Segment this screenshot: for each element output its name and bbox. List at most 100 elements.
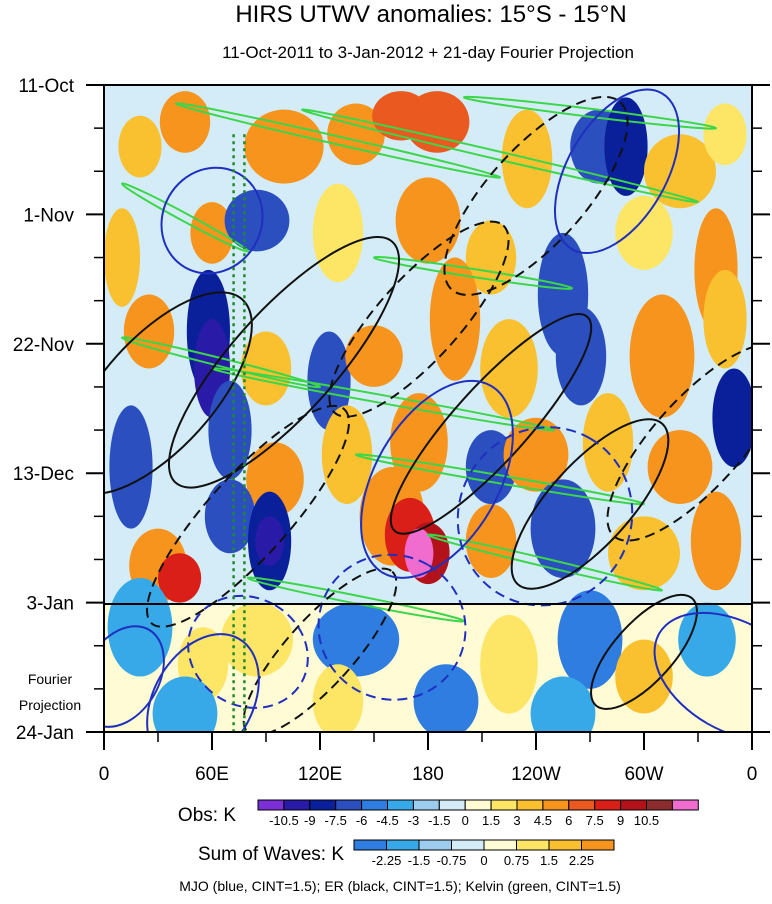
contours-note: MJO (blue, CINT=1.5); ER (black, CINT=1.… <box>179 878 621 894</box>
colorbar-label: -7.5 <box>324 813 346 828</box>
x-tick-label: 180 <box>412 764 444 785</box>
colorbar-swatch <box>490 799 518 811</box>
kelvin-contour <box>462 95 718 130</box>
kelvin-contour <box>174 102 502 179</box>
er-contour <box>389 313 593 535</box>
anomaly-cell <box>557 590 623 689</box>
colorbar-swatch <box>464 799 492 811</box>
colorbar-swatch <box>257 799 285 811</box>
colorbar-label: 3 <box>513 813 520 828</box>
chart-subtitle: 11-Oct-2011 to 3-Jan-2012 + 21-day Fouri… <box>222 43 634 62</box>
x-tick-label: 0 <box>747 764 758 785</box>
er-contour <box>590 593 698 710</box>
anomaly-cell <box>307 331 351 431</box>
colorbar-swatch <box>438 799 466 811</box>
er-contour <box>146 404 350 628</box>
kelvin-contour <box>120 182 250 253</box>
colorbar-swatch <box>516 799 544 811</box>
colorbar-label: -9 <box>304 813 316 828</box>
kelvin-contour <box>300 108 700 204</box>
anomaly-cell <box>629 294 695 418</box>
colorbar-label: -4.5 <box>376 813 398 828</box>
colorbar-swatch <box>542 799 570 811</box>
obs-legend: Obs: K -10.5 -9 -7.5 -6 -4.5 -3 -1.5 0 1.5 3 4.5 6 7… <box>178 799 699 828</box>
plot-area <box>104 85 752 732</box>
colorbar-swatch <box>412 799 440 811</box>
anomaly-cell <box>703 269 747 369</box>
colorbar-label: -1.5 <box>428 813 450 828</box>
anomaly-cell <box>480 614 538 714</box>
waves-legend-title: Sum of Waves: K <box>198 844 344 865</box>
er-contour <box>606 343 752 542</box>
colorbar-label: -0.75 <box>437 853 467 868</box>
colorbar-swatch <box>548 839 582 851</box>
anomaly-cell <box>615 639 673 714</box>
colorbar-swatch <box>387 799 414 811</box>
anomaly-cell <box>530 479 596 578</box>
colorbar-label: 0 <box>480 853 487 868</box>
y-tick-label: 11-Oct <box>18 76 74 97</box>
colorbar-swatch <box>646 799 673 811</box>
x-tick-label: 60W <box>624 764 663 785</box>
kelvin-contour <box>354 453 646 506</box>
anomaly-cell <box>413 664 479 732</box>
anomaly-cell <box>221 602 293 677</box>
anomaly-cell <box>321 405 373 505</box>
anomaly-cell <box>712 368 752 468</box>
y-axis: 11-Oct 1-Nov 22-Nov 13-Dec 3-Jan 24-Jan <box>13 76 770 744</box>
mjo-contour <box>653 611 752 732</box>
colorbar-label: 1.5 <box>540 853 558 868</box>
mjo-contour <box>553 88 681 255</box>
projection-label-line2: Projection <box>19 697 81 713</box>
colorbar-label: 6 <box>565 813 572 828</box>
x-tick-label: 60E <box>195 764 229 785</box>
colorbar-swatch <box>283 799 311 811</box>
anomaly-cell <box>190 202 234 264</box>
colorbar-label: -10.5 <box>269 813 299 828</box>
anomaly-cell <box>429 257 481 381</box>
x-tick-label: 0 <box>99 764 110 785</box>
anomaly-cell <box>480 319 538 418</box>
y-tick-label: 24-Jan <box>16 723 74 744</box>
x-tick-label: 120E <box>298 764 342 785</box>
anomaly-cell <box>608 516 680 591</box>
colorbar-label: 7.5 <box>586 813 604 828</box>
anomaly-cell <box>555 306 607 406</box>
wave-contours <box>104 88 752 732</box>
y-tick-label: 22-Nov <box>13 335 75 356</box>
anomaly-cell <box>404 91 470 153</box>
anomaly-cell <box>123 294 175 369</box>
colorbar-swatch <box>353 839 387 851</box>
projection-label-line1: Fourier <box>28 671 73 687</box>
anomaly-cell <box>703 103 747 166</box>
anomaly-cell <box>465 220 517 295</box>
anomaly-cell <box>345 325 403 387</box>
colorbar-swatch <box>620 799 647 811</box>
y-tick-label: 1-Nov <box>23 205 74 226</box>
er-contour <box>328 220 510 418</box>
er-contour <box>443 95 629 296</box>
anomaly-cell <box>690 491 742 591</box>
colorbar-swatch <box>483 839 517 851</box>
colorbar-label: -6 <box>356 813 368 828</box>
anomaly-cell <box>327 103 385 166</box>
er-contour <box>242 567 398 732</box>
obs-legend-title: Obs: K <box>178 805 236 826</box>
anomaly-cell <box>503 417 569 492</box>
colorbar-label: 0.75 <box>504 853 529 868</box>
anomaly-cell <box>312 602 400 677</box>
mjo-contour <box>104 625 165 728</box>
colorbar-swatch <box>568 799 596 811</box>
colorbar-label: 2.25 <box>569 853 594 868</box>
anomaly-field <box>104 91 752 732</box>
colorbar-swatch <box>581 839 615 851</box>
anomaly-cell <box>615 195 673 270</box>
colorbar-swatch <box>671 799 699 811</box>
mjo-contour <box>456 426 634 607</box>
colorbar-swatch <box>516 839 550 851</box>
anomaly-cell <box>158 553 202 603</box>
er-contour <box>510 418 670 590</box>
anomaly-cell <box>118 115 162 178</box>
anomaly-cell <box>224 189 290 252</box>
anomaly-cell <box>109 405 153 529</box>
